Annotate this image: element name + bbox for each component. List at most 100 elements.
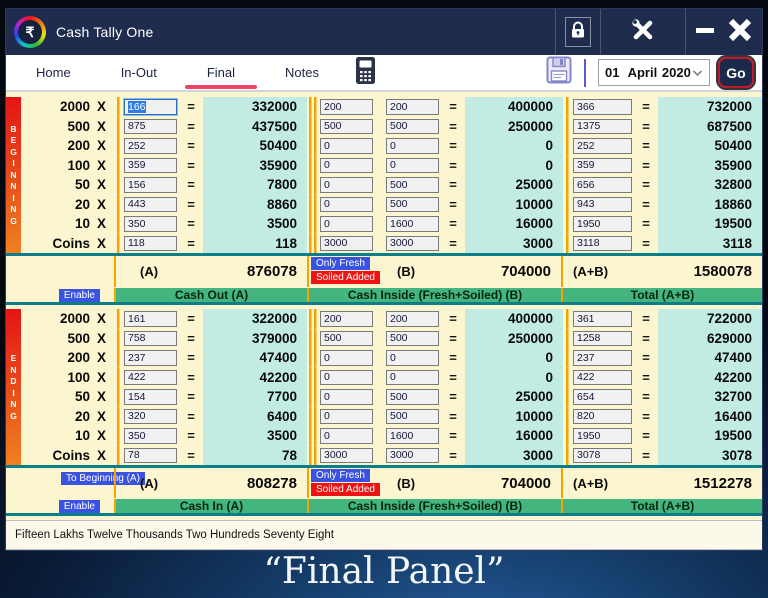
fresh-input[interactable]: 500	[320, 330, 373, 346]
qty-a-input[interactable]: 166	[123, 98, 178, 116]
close-icon[interactable]	[727, 17, 753, 48]
qty-a-input[interactable]: 320	[124, 408, 177, 424]
qty-ab-input[interactable]: 1258	[573, 330, 632, 346]
denomination-label: 500 X	[67, 118, 106, 134]
fresh-input[interactable]: 0	[320, 369, 373, 385]
column-divider	[114, 309, 122, 329]
fresh-soiled-input[interactable]: 3000	[386, 235, 439, 251]
go-button[interactable]: Go	[716, 55, 756, 90]
fresh-input[interactable]: 0	[320, 177, 373, 193]
fresh-input[interactable]: 0	[320, 138, 373, 154]
fresh-input[interactable]: 200	[320, 99, 373, 115]
qty-a-input[interactable]: 161	[124, 311, 177, 327]
fresh-soiled-input[interactable]: 1600	[386, 428, 439, 444]
date-year[interactable]: 2020	[661, 65, 691, 80]
fresh-soiled-input[interactable]: 200	[386, 311, 439, 327]
tab-home[interactable]: Home	[36, 65, 71, 80]
qty-ab-input[interactable]: 361	[573, 311, 632, 327]
fresh-input[interactable]: 3000	[320, 447, 373, 463]
nav-divider	[584, 58, 586, 87]
amount-ab-value: 687500	[658, 116, 762, 136]
qty-ab-input[interactable]: 1950	[573, 216, 632, 232]
qty-a-input[interactable]: 156	[124, 177, 177, 193]
qty-ab-input[interactable]: 3118	[573, 235, 632, 251]
tab-notes[interactable]: Notes	[285, 65, 319, 80]
only-fresh-badge[interactable]: Only Fresh	[311, 469, 370, 482]
column-divider	[307, 214, 318, 234]
fresh-soiled-input[interactable]: 0	[386, 369, 439, 385]
qty-a-input[interactable]: 78	[124, 447, 177, 463]
fresh-input[interactable]: 3000	[320, 235, 373, 251]
qty-a-input[interactable]: 422	[124, 369, 177, 385]
fresh-input[interactable]: 0	[320, 196, 373, 212]
lock-button[interactable]	[556, 9, 600, 55]
tab-in-out[interactable]: In-Out	[120, 65, 157, 80]
qty-ab-input[interactable]: 3078	[573, 447, 632, 463]
calculator-button[interactable]	[355, 56, 376, 90]
settings-button[interactable]	[601, 9, 685, 55]
column-divider	[307, 406, 318, 426]
date-month[interactable]: April	[627, 65, 658, 80]
qty-a-input[interactable]: 350	[124, 428, 177, 444]
chevron-down-icon[interactable]	[692, 65, 703, 80]
fresh-input[interactable]: 0	[320, 157, 373, 173]
date-picker[interactable]: 01 April 2020	[598, 59, 710, 86]
fresh-soiled-input[interactable]: 500	[386, 196, 439, 212]
qty-a-input[interactable]: 118	[124, 235, 177, 251]
minimize-icon[interactable]	[695, 17, 715, 48]
date-day[interactable]: 01	[605, 65, 620, 80]
qty-ab-input[interactable]: 1950	[573, 428, 632, 444]
fresh-soiled-input[interactable]: 500	[386, 330, 439, 346]
qty-a-input[interactable]: 875	[124, 118, 177, 134]
fresh-input[interactable]: 200	[320, 311, 373, 327]
fresh-soiled-input[interactable]: 200	[386, 99, 439, 115]
qty-ab-input[interactable]: 654	[573, 389, 632, 405]
fresh-input[interactable]: 0	[320, 350, 373, 366]
fresh-soiled-input[interactable]: 0	[386, 138, 439, 154]
qty-ab-input[interactable]: 366	[573, 99, 632, 115]
fresh-soiled-input[interactable]: 500	[386, 408, 439, 424]
qty-a-input[interactable]: 758	[124, 330, 177, 346]
fresh-soiled-input[interactable]: 3000	[386, 447, 439, 463]
qty-ab-input[interactable]: 820	[573, 408, 632, 424]
fresh-input[interactable]: 500	[320, 118, 373, 134]
qty-ab-input[interactable]: 252	[573, 138, 632, 154]
qty-ab-input[interactable]: 237	[573, 350, 632, 366]
section-separator	[6, 253, 762, 256]
soiled-added-badge[interactable]: Soiled Added	[311, 271, 380, 284]
qty-a-input[interactable]: 350	[124, 216, 177, 232]
to-beginning-badge[interactable]: To Beginning (A)	[61, 472, 145, 485]
column-divider	[114, 97, 122, 117]
only-fresh-badge[interactable]: Only Fresh	[311, 257, 370, 270]
enable-badge[interactable]: Enable	[58, 288, 100, 302]
save-icon	[546, 56, 572, 88]
fresh-input[interactable]: 0	[320, 408, 373, 424]
equals-sign: =	[642, 311, 650, 327]
fresh-soiled-input[interactable]: 500	[386, 389, 439, 405]
fresh-input[interactable]: 0	[320, 389, 373, 405]
qty-a-input[interactable]: 359	[124, 157, 177, 173]
qty-ab-input[interactable]: 943	[573, 196, 632, 212]
qty-ab-input[interactable]: 1375	[573, 118, 632, 134]
qty-a-input[interactable]: 154	[124, 389, 177, 405]
qty-ab-input[interactable]: 656	[573, 177, 632, 193]
equals-sign: =	[642, 369, 650, 385]
soiled-added-badge[interactable]: Soiled Added	[311, 483, 380, 496]
qty-a-input[interactable]: 443	[124, 196, 177, 212]
fresh-soiled-input[interactable]: 500	[386, 177, 439, 193]
fresh-input[interactable]: 0	[320, 216, 373, 232]
qty-a-input[interactable]: 237	[124, 350, 177, 366]
amount-a-value: 50400	[203, 136, 307, 156]
fresh-input[interactable]: 0	[320, 428, 373, 444]
save-button[interactable]	[546, 56, 572, 89]
equals-sign: =	[187, 118, 195, 134]
fresh-soiled-input[interactable]: 1600	[386, 216, 439, 232]
fresh-soiled-input[interactable]: 0	[386, 350, 439, 366]
fresh-soiled-input[interactable]: 500	[386, 118, 439, 134]
qty-a-input[interactable]: 252	[124, 138, 177, 154]
qty-ab-input[interactable]: 359	[573, 157, 632, 173]
tab-final[interactable]: Final	[184, 59, 258, 89]
enable-badge[interactable]: Enable	[58, 499, 100, 513]
qty-ab-input[interactable]: 422	[573, 369, 632, 385]
fresh-soiled-input[interactable]: 0	[386, 157, 439, 173]
